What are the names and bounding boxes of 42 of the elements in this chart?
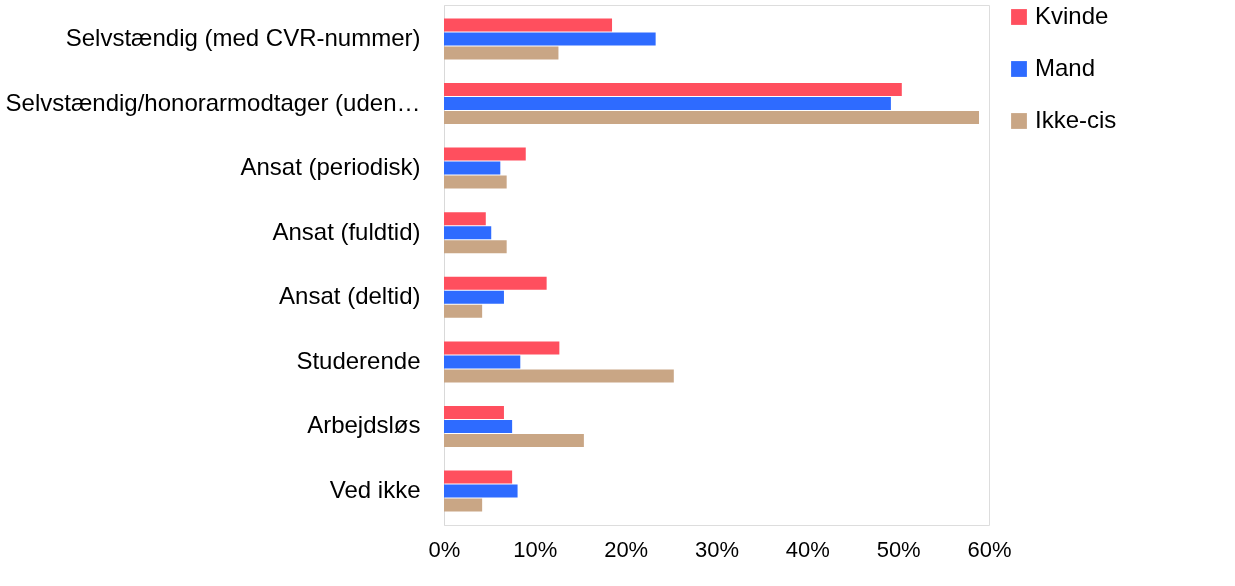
y-tick-label: Ved ikke	[329, 476, 421, 504]
legend-label: Mand	[1035, 54, 1096, 81]
bar	[444, 240, 507, 254]
bar	[444, 369, 674, 383]
bar	[444, 290, 504, 304]
y-tick-label: Selvstændig (med CVR-nummer)	[65, 23, 421, 51]
y-tick-label: Studerende	[296, 346, 421, 374]
x-tick-label: 40%	[785, 536, 830, 562]
bar	[444, 175, 507, 189]
bar	[444, 484, 518, 498]
x-tick-label: 20%	[604, 536, 649, 562]
bar	[444, 433, 584, 447]
bar	[444, 32, 656, 46]
y-tick-label: Ansat (periodisk)	[240, 153, 421, 181]
bar	[444, 18, 613, 32]
bar	[444, 470, 513, 484]
bar	[444, 226, 492, 240]
legend-label: Kvinde	[1035, 2, 1109, 29]
bar	[444, 83, 902, 97]
x-tick-label: 0%	[428, 536, 461, 562]
bar	[444, 304, 483, 318]
bar	[444, 405, 504, 419]
bar	[444, 147, 526, 161]
y-tick-label: Ansat (deltid)	[279, 282, 421, 310]
bar	[444, 97, 891, 111]
x-tick-label: 50%	[876, 536, 921, 562]
y-tick-label: Ansat (fuldtid)	[272, 217, 421, 245]
bar	[444, 46, 559, 60]
bar	[444, 341, 560, 355]
y-tick-label: Selvstændig/honorarmodtager (uden…	[5, 88, 421, 116]
bar	[444, 111, 980, 125]
bar	[444, 276, 547, 290]
y-tick-label: Arbejdsløs	[307, 411, 421, 439]
bar	[444, 212, 486, 226]
x-tick-label: 30%	[694, 536, 740, 562]
bar	[444, 355, 521, 369]
legend-label: Ikke-cis	[1035, 106, 1117, 133]
x-tick-label: 10%	[513, 536, 558, 562]
x-tick-label: 60%	[967, 536, 1012, 562]
bar	[444, 161, 501, 175]
bar	[444, 498, 483, 512]
bar	[444, 419, 513, 433]
